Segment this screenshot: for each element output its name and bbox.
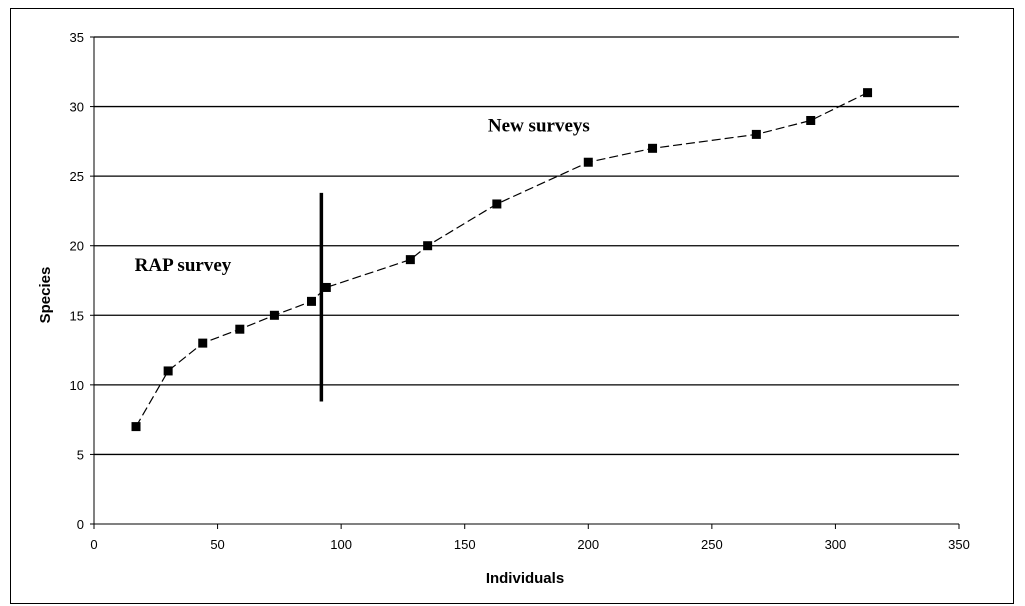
y-tick-label: 0 xyxy=(77,517,84,532)
grid-lines xyxy=(94,36,959,456)
data-point xyxy=(163,366,173,376)
x-tick-label: 0 xyxy=(90,537,97,552)
data-point xyxy=(405,255,415,265)
x-tick-label: 200 xyxy=(577,537,599,552)
annotation-label: RAP survey xyxy=(135,255,232,276)
data-point xyxy=(423,241,433,251)
x-tick-label: 250 xyxy=(701,537,723,552)
data-point xyxy=(321,282,331,292)
x-axis-title: Individuals xyxy=(486,570,564,587)
y-tick-label: 20 xyxy=(70,239,84,254)
series-line xyxy=(135,92,868,427)
data-point xyxy=(198,338,208,348)
data-point xyxy=(131,422,141,432)
y-tick-label: 30 xyxy=(70,100,84,115)
y-tick-label: 10 xyxy=(70,378,84,393)
data-point xyxy=(583,157,593,167)
annotation-layer: New surveys RAP survey xyxy=(135,116,590,402)
x-tick-label: 150 xyxy=(454,537,476,552)
x-tick-label: 300 xyxy=(825,537,847,552)
y-tick-label: 35 xyxy=(70,30,84,45)
data-point xyxy=(863,88,873,98)
y-tick-label: 5 xyxy=(77,447,84,462)
data-point xyxy=(306,296,316,306)
annotation-label: New surveys xyxy=(488,116,590,137)
y-axis-title: Species xyxy=(37,267,54,324)
series-layer xyxy=(131,88,873,432)
data-point xyxy=(751,129,761,139)
data-point xyxy=(648,143,658,153)
data-point xyxy=(492,199,502,209)
x-tick-label: 50 xyxy=(210,537,224,552)
data-point xyxy=(806,115,816,125)
data-point xyxy=(269,310,279,320)
x-tick-label: 350 xyxy=(948,537,970,552)
y-tick-label: 15 xyxy=(70,308,84,323)
chart-frame xyxy=(10,8,1014,604)
data-point xyxy=(235,324,245,334)
x-tick-label: 100 xyxy=(330,537,352,552)
y-tick-label: 25 xyxy=(70,169,84,184)
